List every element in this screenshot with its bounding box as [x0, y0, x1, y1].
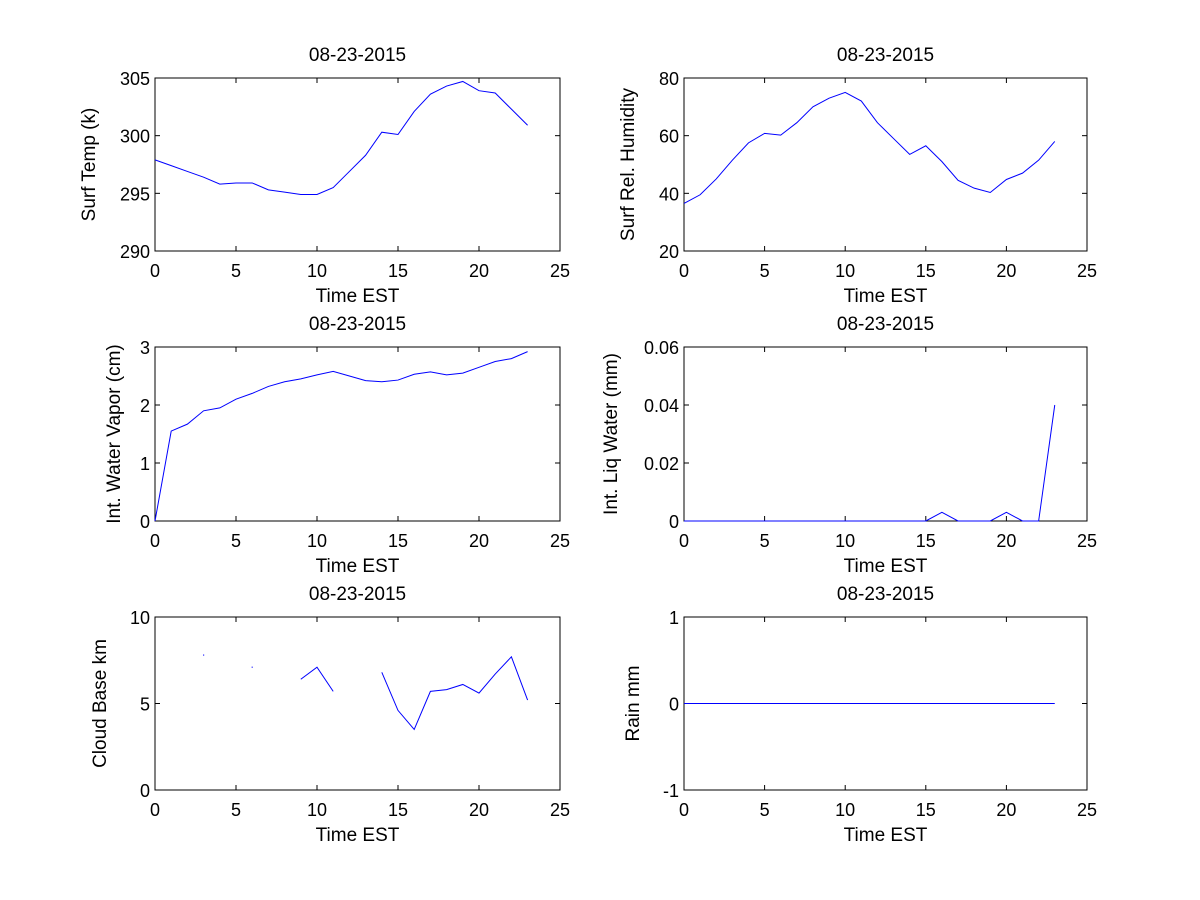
- x-tick-label: 0: [150, 800, 160, 820]
- x-tick-label: 15: [916, 531, 936, 551]
- y-tick-label: 0: [669, 512, 679, 532]
- x-tick-label: 5: [760, 800, 770, 820]
- x-tick-label: 10: [835, 531, 855, 551]
- axes-frame: [154, 616, 561, 791]
- x-tick-label: 10: [307, 261, 327, 281]
- x-tick-label: 20: [996, 261, 1016, 281]
- x-tick-label: 5: [760, 531, 770, 551]
- x-tick-label: 5: [231, 800, 241, 820]
- x-tick-label: 0: [150, 261, 160, 281]
- y-axis-label: Rain mm: [623, 665, 644, 741]
- x-tick-label: 5: [760, 261, 770, 281]
- x-tick-label: 5: [231, 261, 241, 281]
- x-tick-label: 15: [388, 800, 408, 820]
- series-line: [684, 404, 1056, 522]
- y-axis-label: Cloud Base km: [90, 639, 111, 768]
- chart-title: 08-23-2015: [837, 584, 934, 605]
- x-axis-label: Time EST: [844, 556, 928, 577]
- x-tick-label: 10: [835, 800, 855, 820]
- x-tick-label: 25: [550, 261, 570, 281]
- chart-title: 08-23-2015: [309, 45, 406, 66]
- y-tick-label: 295: [120, 184, 150, 204]
- y-axis-label: Surf Temp (k): [79, 108, 100, 222]
- y-tick-label: 10: [130, 608, 150, 628]
- series-line: [154, 80, 528, 195]
- subplot-1: 0 5 10 15 20 25 290 295 300 305 08-23-2015 Time EST…: [79, 45, 570, 307]
- x-tick-label: 10: [307, 800, 327, 820]
- x-tick-label: 15: [916, 261, 936, 281]
- x-tick-label: 0: [679, 531, 689, 551]
- series-line: [683, 91, 1056, 204]
- y-tick-label: 2: [140, 396, 150, 416]
- y-tick-label: 0.06: [644, 338, 679, 358]
- y-axis-label: Int. Water Vapor (cm): [104, 344, 125, 523]
- chart-title: 08-23-2015: [837, 314, 934, 335]
- series-line: [300, 666, 334, 692]
- y-tick-label: 0: [669, 695, 679, 715]
- y-tick-label: 0: [140, 781, 150, 801]
- x-tick-label: 0: [679, 261, 689, 281]
- x-tick-label: 15: [388, 531, 408, 551]
- subplot-2: 0 5 10 15 20 25 20 40 60 80 08-23-2015 Time EST Surf…: [618, 45, 1097, 307]
- x-tick-label: 0: [150, 531, 160, 551]
- axes-frame: [683, 77, 1088, 252]
- y-tick-label: 0.04: [644, 396, 679, 416]
- y-tick-label: 290: [120, 242, 150, 262]
- y-tick-label: 80: [659, 69, 679, 89]
- x-tick-label: 20: [469, 261, 489, 281]
- x-tick-label: 15: [388, 261, 408, 281]
- y-axis-label: Surf Rel. Humidity: [618, 87, 639, 241]
- x-tick-label: 0: [679, 800, 689, 820]
- y-tick-label: 305: [120, 69, 150, 89]
- chart-title: 08-23-2015: [837, 45, 934, 66]
- y-tick-label: 0.02: [644, 454, 679, 474]
- series-line: [154, 351, 528, 522]
- subplot-4: 0 5 10 15 20 25 0 0.02 0.04 0.06 08-23-2015 Time ES…: [601, 314, 1097, 577]
- x-tick-label: 25: [1077, 261, 1097, 281]
- x-axis-label: Time EST: [316, 825, 400, 846]
- x-tick-label: 25: [1077, 531, 1097, 551]
- axes-frame: [154, 77, 561, 252]
- x-tick-label: 5: [231, 531, 241, 551]
- x-tick-label: 10: [835, 261, 855, 281]
- x-tick-label: 25: [1077, 800, 1097, 820]
- y-tick-label: 0: [140, 512, 150, 532]
- y-tick-label: 5: [140, 695, 150, 715]
- y-tick-label: -1: [663, 781, 679, 801]
- x-axis-label: Time EST: [316, 556, 400, 577]
- x-tick-label: 20: [996, 531, 1016, 551]
- series-line: [381, 655, 529, 731]
- x-tick-label: 10: [307, 531, 327, 551]
- subplot-5: 0 5 10 15 20 25 0 5 10 08-23-2015 Time EST Cloud Ba…: [90, 584, 570, 846]
- y-tick-label: 3: [140, 338, 150, 358]
- x-axis-label: Time EST: [844, 825, 928, 846]
- x-axis-label: Time EST: [844, 286, 928, 307]
- y-tick-label: 60: [659, 127, 679, 147]
- y-tick-label: 300: [120, 127, 150, 147]
- y-axis-label: Int. Liq Water (mm): [601, 353, 622, 515]
- x-tick-label: 20: [469, 800, 489, 820]
- axes-frame: [154, 346, 561, 522]
- x-tick-label: 25: [550, 531, 570, 551]
- x-tick-label: 20: [996, 800, 1016, 820]
- x-tick-label: 25: [550, 800, 570, 820]
- subplot-3: 0 5 10 15 20 25 0 1 2 3 08-23-2015 Time EST Int. Wat…: [104, 314, 570, 577]
- axes-frame: [683, 346, 1088, 522]
- chart-title: 08-23-2015: [309, 584, 406, 605]
- x-tick-label: 15: [916, 800, 936, 820]
- y-tick-label: 40: [659, 184, 679, 204]
- x-tick-label: 20: [469, 531, 489, 551]
- y-tick-label: 20: [659, 242, 679, 262]
- chart-title: 08-23-2015: [309, 314, 406, 335]
- x-axis-label: Time EST: [316, 286, 400, 307]
- y-tick-label: 1: [140, 454, 150, 474]
- y-tick-label: 1: [669, 608, 679, 628]
